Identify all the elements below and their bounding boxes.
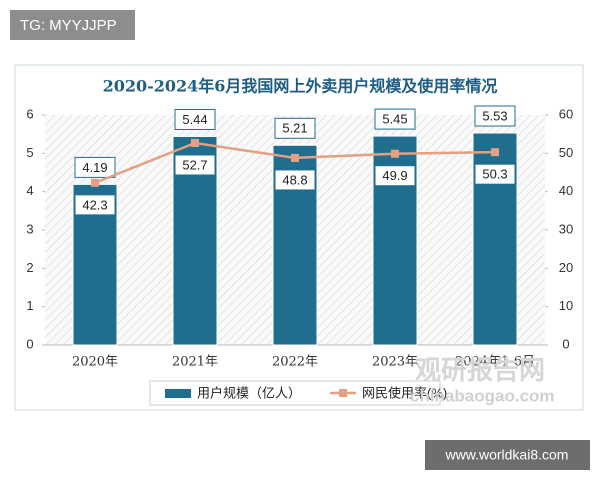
line-value-label-box <box>474 163 516 185</box>
line-point <box>491 148 499 157</box>
line-value-label: 42.3 <box>82 197 107 212</box>
legend-label: 用户规模（亿人） <box>197 385 301 400</box>
bar-value-label: 5.44 <box>182 112 207 127</box>
bar-value-label-box <box>174 108 216 130</box>
bar-value-label-box <box>274 117 316 139</box>
x-tick-label: 2023年 <box>372 355 418 370</box>
line-value-label-box <box>174 154 216 176</box>
bar-value-label-box <box>374 108 416 130</box>
line-value-label-box <box>74 194 116 216</box>
y-tick-label: 6 <box>26 106 33 121</box>
watermark-box <box>10 10 135 40</box>
line-value-label: 49.9 <box>382 168 407 183</box>
y2-tick-label: 40 <box>559 183 573 198</box>
line-value-label-box <box>274 169 316 191</box>
bar-value-label: 5.45 <box>382 112 407 127</box>
y2-tick-label: 50 <box>559 145 573 160</box>
bar-value-label-box <box>74 156 116 178</box>
y-tick-label: 1 <box>26 298 33 313</box>
line-value-label: 52.7 <box>182 157 207 172</box>
y-tick-label: 2 <box>26 260 33 275</box>
legend-swatch <box>339 389 347 397</box>
watermark-box <box>425 440 590 470</box>
y2-tick-label: 10 <box>559 298 573 313</box>
watermark: TG: MYYJJPP <box>20 17 117 34</box>
y-tick-label: 4 <box>26 183 33 198</box>
legend-label: 网民使用率(%) <box>362 385 447 400</box>
y2-tick-label: 20 <box>559 260 573 275</box>
line-point <box>191 138 199 147</box>
watermark: chinabaogao.com <box>410 386 555 405</box>
chart-title: 2020-2024年6月我国网上外卖用户规模及使用率情况 <box>103 77 498 96</box>
x-tick-label: 2024年1-6月 <box>455 355 535 370</box>
line-point <box>391 149 399 158</box>
line-value-label: 48.8 <box>282 172 307 187</box>
y-tick-label: 5 <box>26 145 33 160</box>
bar-value-label-box <box>474 105 516 127</box>
line-point <box>91 178 99 187</box>
line-value-label-box <box>374 165 416 187</box>
bar-value-label: 5.21 <box>282 121 307 136</box>
line-value-label: 50.3 <box>482 167 507 182</box>
y-tick-label: 0 <box>26 336 33 351</box>
bar-value-label: 4.19 <box>82 160 107 175</box>
line-point <box>291 153 299 162</box>
x-tick-label: 2021年 <box>172 355 218 370</box>
y2-tick-label: 0 <box>562 336 569 351</box>
watermark: 观研报告网 <box>415 355 545 385</box>
y2-tick-label: 30 <box>559 221 573 236</box>
legend-frame <box>149 380 441 406</box>
y-tick-label: 3 <box>26 221 33 236</box>
legend-swatch <box>165 389 191 398</box>
bar-value-label: 5.53 <box>482 108 507 123</box>
x-tick-label: 2020年 <box>72 355 118 370</box>
y2-tick-label: 60 <box>559 106 573 121</box>
x-tick-label: 2022年 <box>272 355 318 370</box>
watermark: www.worldkai8.com <box>445 447 569 463</box>
